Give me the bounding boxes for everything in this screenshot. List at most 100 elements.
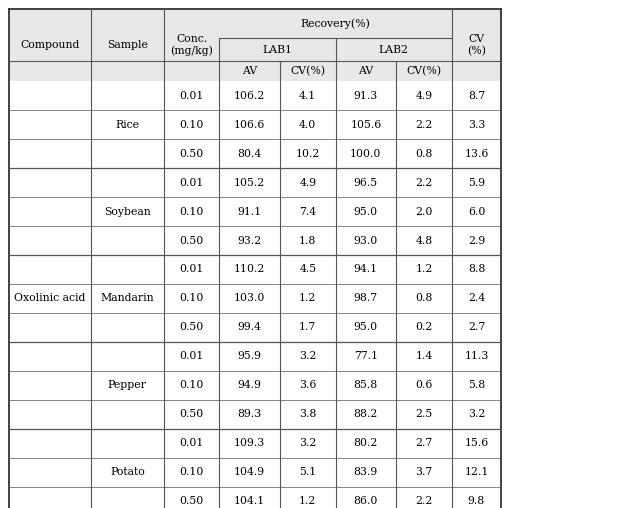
Text: 3.2: 3.2 — [299, 438, 316, 448]
Text: Recovery(%): Recovery(%) — [300, 18, 371, 29]
Text: 0.10: 0.10 — [179, 120, 204, 130]
Text: 1.2: 1.2 — [299, 294, 316, 303]
Text: 86.0: 86.0 — [353, 496, 378, 506]
Text: 7.4: 7.4 — [299, 207, 316, 216]
Text: LAB1: LAB1 — [263, 45, 292, 54]
Text: Soybean: Soybean — [104, 207, 151, 216]
Text: 98.7: 98.7 — [353, 294, 378, 303]
Text: 0.6: 0.6 — [415, 380, 433, 390]
Text: 3.2: 3.2 — [468, 409, 485, 419]
Text: 11.3: 11.3 — [464, 352, 489, 361]
Text: 0.50: 0.50 — [179, 496, 204, 506]
Text: AV: AV — [358, 66, 373, 76]
Text: Compound: Compound — [20, 40, 80, 50]
Text: 5.9: 5.9 — [468, 178, 485, 187]
Text: Conc.
(mg/kg): Conc. (mg/kg) — [170, 34, 213, 56]
Text: 1.8: 1.8 — [299, 236, 316, 245]
Text: 80.2: 80.2 — [353, 438, 378, 448]
Text: 8.8: 8.8 — [468, 265, 485, 274]
Text: 0.50: 0.50 — [179, 149, 204, 158]
Text: 83.9: 83.9 — [353, 467, 378, 477]
Text: 80.4: 80.4 — [237, 149, 262, 158]
Text: 4.5: 4.5 — [299, 265, 316, 274]
Text: 106.6: 106.6 — [234, 120, 265, 130]
Text: CV(%): CV(%) — [290, 66, 325, 76]
Text: 95.0: 95.0 — [353, 207, 378, 216]
Text: 104.9: 104.9 — [234, 467, 265, 477]
Text: 89.3: 89.3 — [237, 409, 262, 419]
Text: 0.8: 0.8 — [415, 294, 433, 303]
Text: 85.8: 85.8 — [353, 380, 378, 390]
Text: 95.0: 95.0 — [353, 323, 378, 332]
Text: 10.2: 10.2 — [295, 149, 320, 158]
Text: CV
(%): CV (%) — [467, 34, 486, 56]
Text: 2.7: 2.7 — [468, 323, 485, 332]
Text: 0.50: 0.50 — [179, 323, 204, 332]
Text: 0.01: 0.01 — [179, 438, 204, 448]
Text: 2.0: 2.0 — [415, 207, 433, 216]
Text: 12.1: 12.1 — [464, 467, 489, 477]
Text: 13.6: 13.6 — [464, 149, 489, 158]
Text: 106.2: 106.2 — [234, 91, 265, 101]
Text: 0.10: 0.10 — [179, 207, 204, 216]
Text: 3.3: 3.3 — [468, 120, 485, 130]
Text: 4.9: 4.9 — [299, 178, 316, 187]
Text: Mandarin: Mandarin — [101, 294, 154, 303]
Text: 4.1: 4.1 — [299, 91, 316, 101]
Text: Pepper: Pepper — [108, 380, 146, 390]
Text: 103.0: 103.0 — [234, 294, 265, 303]
Text: 4.8: 4.8 — [415, 236, 433, 245]
Bar — [9, 9, 501, 81]
Text: 3.6: 3.6 — [299, 380, 316, 390]
Text: 93.0: 93.0 — [353, 236, 378, 245]
Text: 104.1: 104.1 — [234, 496, 265, 506]
Text: 0.8: 0.8 — [415, 149, 433, 158]
Text: 95.9: 95.9 — [238, 352, 261, 361]
Text: LAB2: LAB2 — [379, 45, 408, 54]
Text: 2.5: 2.5 — [415, 409, 433, 419]
Text: CV(%): CV(%) — [407, 66, 441, 76]
Text: 2.9: 2.9 — [468, 236, 485, 245]
Text: 0.10: 0.10 — [179, 467, 204, 477]
Text: 2.7: 2.7 — [415, 438, 433, 448]
Text: 0.01: 0.01 — [179, 265, 204, 274]
Text: 100.0: 100.0 — [350, 149, 381, 158]
Text: 9.8: 9.8 — [468, 496, 485, 506]
Text: 1.7: 1.7 — [299, 323, 316, 332]
Text: 94.1: 94.1 — [353, 265, 378, 274]
Text: 3.7: 3.7 — [415, 467, 433, 477]
Text: Potato: Potato — [110, 467, 145, 477]
Text: AV: AV — [242, 66, 257, 76]
Text: 1.2: 1.2 — [415, 265, 433, 274]
Text: Sample: Sample — [107, 40, 148, 50]
Text: 109.3: 109.3 — [234, 438, 265, 448]
Text: 77.1: 77.1 — [353, 352, 378, 361]
Text: 2.2: 2.2 — [415, 496, 433, 506]
Text: 0.01: 0.01 — [179, 352, 204, 361]
Text: 0.01: 0.01 — [179, 91, 204, 101]
Text: 5.1: 5.1 — [299, 467, 316, 477]
Text: 88.2: 88.2 — [353, 409, 378, 419]
Text: Oxolinic acid: Oxolinic acid — [14, 294, 86, 303]
Text: 8.7: 8.7 — [468, 91, 485, 101]
Text: 91.1: 91.1 — [237, 207, 262, 216]
Text: 93.2: 93.2 — [237, 236, 262, 245]
Text: 3.2: 3.2 — [299, 352, 316, 361]
Text: Rice: Rice — [116, 120, 139, 130]
Text: 5.8: 5.8 — [468, 380, 485, 390]
Text: 2.2: 2.2 — [415, 178, 433, 187]
Text: 110.2: 110.2 — [234, 265, 265, 274]
Text: 0.50: 0.50 — [179, 409, 204, 419]
Text: 91.3: 91.3 — [353, 91, 378, 101]
Text: 6.0: 6.0 — [468, 207, 485, 216]
Text: 3.8: 3.8 — [299, 409, 316, 419]
Text: 2.2: 2.2 — [415, 120, 433, 130]
Text: 0.50: 0.50 — [179, 236, 204, 245]
Text: 0.2: 0.2 — [415, 323, 433, 332]
Text: 94.9: 94.9 — [238, 380, 261, 390]
Text: 0.10: 0.10 — [179, 294, 204, 303]
Text: 1.4: 1.4 — [415, 352, 433, 361]
Text: 4.0: 4.0 — [299, 120, 316, 130]
Text: 99.4: 99.4 — [238, 323, 261, 332]
Text: 2.4: 2.4 — [468, 294, 485, 303]
